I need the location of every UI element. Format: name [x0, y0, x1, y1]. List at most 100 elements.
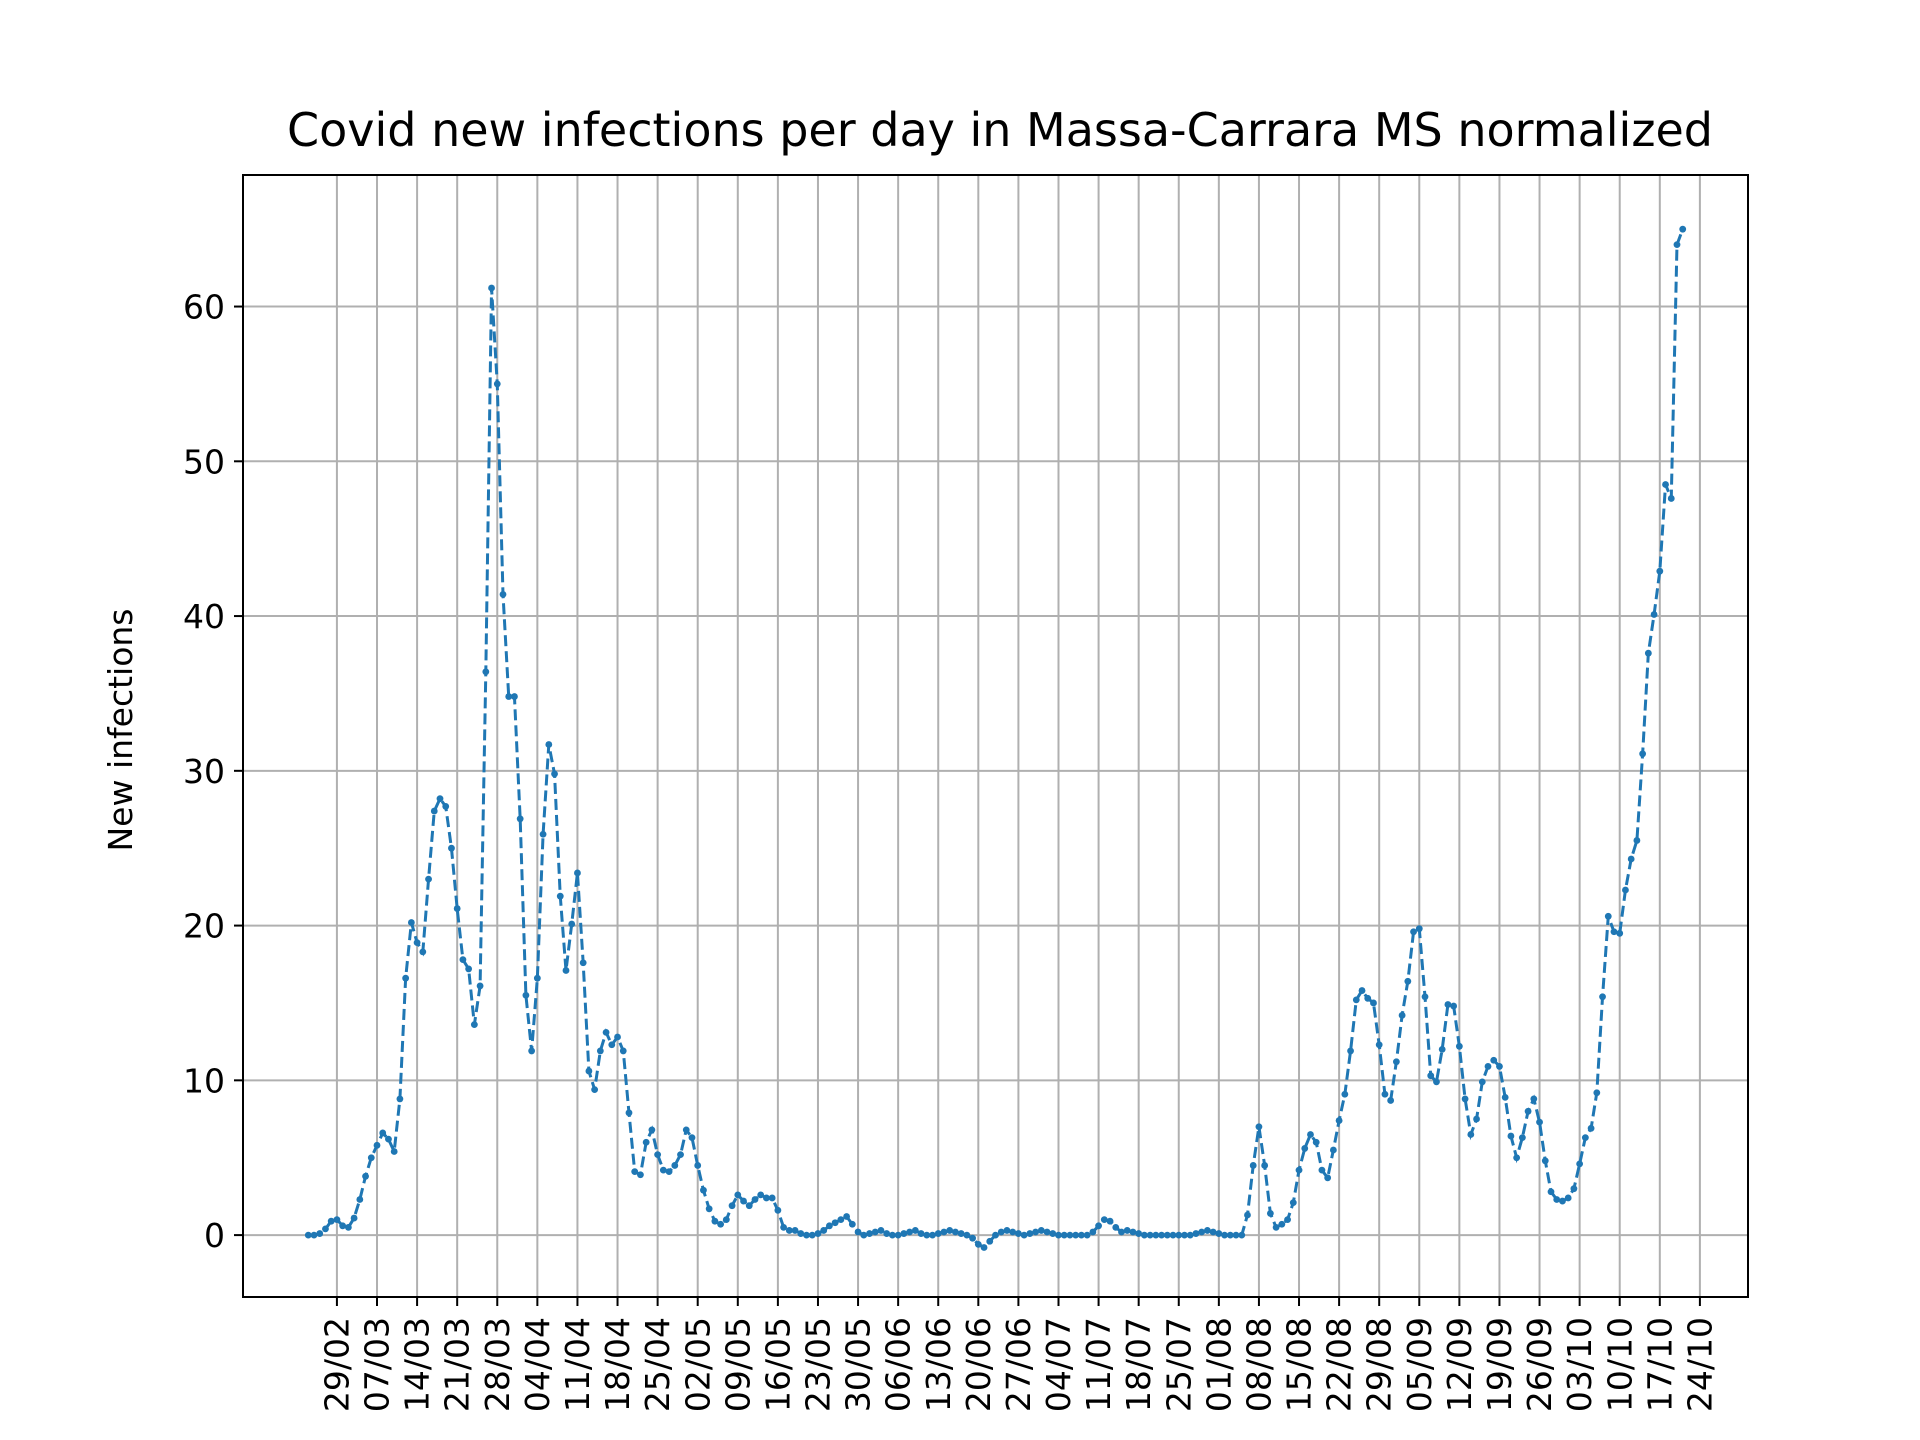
x-tick-label: 15/08: [1280, 1317, 1319, 1412]
data-point: [585, 1067, 593, 1075]
x-tick-label: 14/03: [398, 1317, 437, 1412]
data-point: [1238, 1231, 1246, 1239]
data-point: [316, 1230, 324, 1237]
x-tick-label: 01/08: [1199, 1317, 1238, 1412]
data-point: [1559, 1197, 1566, 1205]
data-point: [482, 668, 490, 676]
x-tick-label: 17/10: [1640, 1317, 1679, 1412]
chart-title: Covid new infections per day in Massa-Ca…: [287, 103, 1713, 157]
data-point: [505, 693, 513, 700]
data-point: [1364, 994, 1372, 1002]
y-tick-label: 30: [183, 752, 225, 791]
data-point: [339, 1222, 347, 1230]
data-point: [1295, 1166, 1303, 1174]
y-tick-label: 40: [183, 597, 225, 636]
data-point: [1175, 1231, 1183, 1239]
data-point: [740, 1197, 747, 1205]
data-point: [1100, 1216, 1108, 1224]
data-point: [969, 1234, 976, 1242]
data-point: [1650, 611, 1658, 618]
data-point: [1415, 925, 1423, 933]
x-tick-label: 13/06: [919, 1317, 958, 1412]
data-point: [350, 1214, 358, 1222]
data-point: [911, 1227, 919, 1234]
data-point: [1581, 1134, 1589, 1141]
data-point: [665, 1168, 673, 1176]
data-point: [1284, 1216, 1291, 1224]
x-tick-label: 18/04: [598, 1317, 637, 1412]
data-point: [407, 919, 415, 926]
x-tick-label: 02/05: [678, 1317, 717, 1412]
data-point: [608, 1041, 616, 1049]
data-point: [803, 1231, 810, 1239]
data-point: [923, 1231, 931, 1239]
data-point: [831, 1219, 839, 1227]
data-point: [1083, 1231, 1091, 1239]
data-point: [1627, 855, 1635, 863]
data-point: [757, 1191, 765, 1199]
data-point: [659, 1166, 667, 1174]
data-point: [1536, 1118, 1543, 1126]
data-point: [814, 1230, 822, 1237]
data-point: [889, 1231, 896, 1239]
data-point: [1043, 1228, 1051, 1236]
data-point: [1530, 1095, 1538, 1103]
data-point: [694, 1162, 702, 1169]
data-point: [1112, 1223, 1120, 1231]
data-point: [304, 1231, 312, 1239]
data-point: [425, 875, 432, 883]
data-point: [1599, 993, 1606, 1001]
data-point: [700, 1186, 707, 1194]
data-point: [1484, 1063, 1492, 1070]
data-point: [1272, 1223, 1280, 1231]
data-point: [1158, 1231, 1165, 1239]
data-point: [1656, 567, 1664, 575]
data-point: [1455, 1042, 1463, 1050]
data-point: [327, 1217, 335, 1225]
data-point: [705, 1205, 713, 1213]
x-tick-label: 21/03: [438, 1317, 477, 1412]
data-point: [511, 693, 518, 700]
data-point: [459, 956, 467, 964]
data-point: [436, 795, 444, 803]
data-point: [883, 1230, 891, 1237]
data-point: [1232, 1231, 1240, 1239]
data-point: [591, 1086, 599, 1094]
data-point: [877, 1227, 885, 1234]
data-point: [367, 1154, 375, 1162]
data-point: [826, 1222, 833, 1230]
x-axis: 29/02 07/03 14/03 21/03 28/03 04/04 11/04 18/04…: [317, 1297, 1719, 1412]
data-point: [1662, 481, 1669, 488]
x-tick-label: 19/09: [1480, 1317, 1519, 1412]
data-point: [574, 869, 581, 877]
data-point: [1152, 1231, 1160, 1239]
data-point: [1633, 837, 1641, 844]
data-point: [1444, 1001, 1452, 1008]
data-point: [1278, 1220, 1286, 1228]
data-point: [763, 1194, 770, 1202]
data-point: [499, 590, 507, 598]
x-tick-label: 28/03: [478, 1317, 517, 1412]
data-point: [545, 741, 553, 748]
data-point: [1266, 1210, 1274, 1217]
data-point: [1473, 1115, 1480, 1123]
data-point: [1192, 1230, 1200, 1237]
data-point: [602, 1028, 610, 1036]
data-point: [797, 1230, 805, 1237]
x-tick-label: 29/08: [1360, 1317, 1399, 1412]
data-point: [997, 1228, 1005, 1236]
data-point: [974, 1240, 982, 1248]
x-tick-label: 20/06: [959, 1317, 998, 1412]
data-point: [1209, 1228, 1217, 1236]
data-point: [568, 920, 576, 928]
data-point: [1507, 1132, 1515, 1140]
data-point: [614, 1033, 621, 1041]
data-point: [671, 1162, 679, 1169]
y-tick-label: 0: [204, 1216, 225, 1255]
data-point: [1381, 1090, 1389, 1098]
data-point: [1524, 1107, 1532, 1115]
x-tick-label: 09/05: [718, 1317, 757, 1412]
data-point: [562, 967, 570, 974]
